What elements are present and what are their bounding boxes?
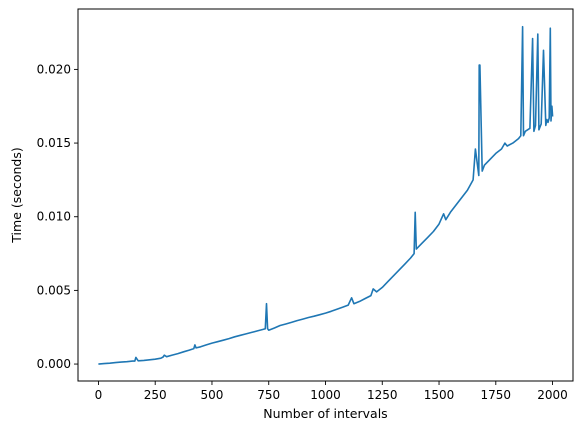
plot-frame xyxy=(77,8,574,382)
x-axis-label: Number of intervals xyxy=(263,406,387,421)
x-tick-label: 750 xyxy=(257,388,280,402)
y-tick-label: 0.010 xyxy=(37,210,71,224)
x-tick-label: 0 xyxy=(95,388,103,402)
x-tick-label: 250 xyxy=(144,388,167,402)
plot-area xyxy=(78,9,573,381)
y-tick-label: 0.000 xyxy=(37,357,71,371)
y-axis-ticks: 0.000 0.005 0.010 0.015 0.020 xyxy=(37,62,78,371)
series-line xyxy=(98,25,554,365)
x-tick-label: 1250 xyxy=(367,388,398,402)
x-tick-label: 1000 xyxy=(310,388,341,402)
y-tick-label: 0.005 xyxy=(37,283,71,297)
x-tick-label: 500 xyxy=(201,388,224,402)
x-tick-label: 1750 xyxy=(481,388,512,402)
y-axis-label: Time (seconds) xyxy=(9,147,24,243)
x-tick-label: 1500 xyxy=(424,388,455,402)
x-axis-ticks: 0 250 500 750 1000 1250 1500 1750 2000 xyxy=(95,381,568,402)
y-tick-label: 0.015 xyxy=(37,136,71,150)
y-tick-label: 0.020 xyxy=(37,62,71,76)
x-tick-label: 2000 xyxy=(537,388,568,402)
